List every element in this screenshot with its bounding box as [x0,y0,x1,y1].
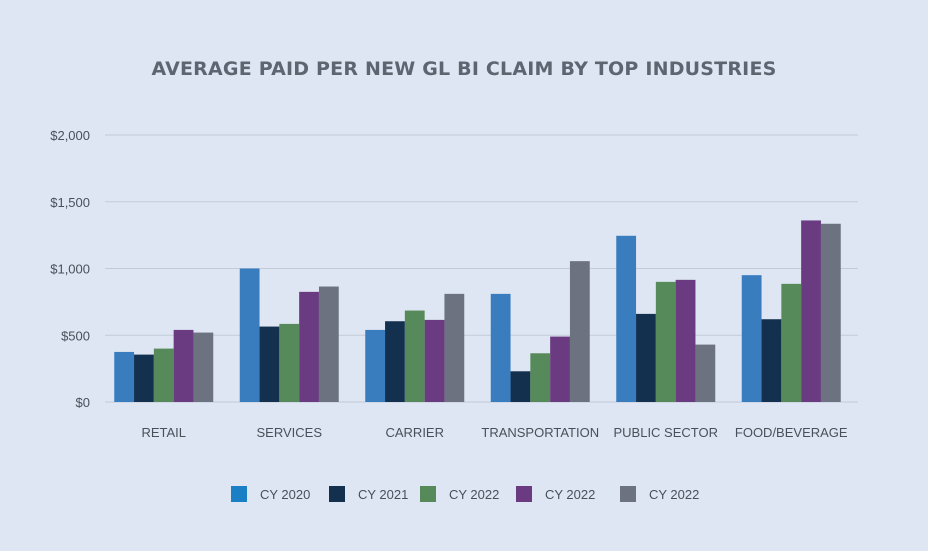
bar [569,261,590,402]
bar [655,281,676,402]
bar [153,348,174,402]
bars [114,220,841,402]
bar [114,351,135,402]
legend-swatch [329,486,345,502]
legend-swatch [231,486,247,502]
legend-label: CY 2020 [260,487,310,502]
legend-label: CY 2022 [449,487,499,502]
bar [636,313,656,402]
legend-label: CY 2021 [358,487,408,502]
bar [404,310,425,402]
legend-swatch [516,486,532,502]
x-tick-label: TRANSPORTATION [481,425,599,440]
bar [299,291,319,402]
bar [134,354,154,402]
legend-label: CY 2022 [545,487,595,502]
x-tick-label: SERVICES [256,425,322,440]
legend-label: CY 2022 [649,487,699,502]
bar [820,223,841,402]
bar [761,319,782,402]
y-tick-label: $500 [61,328,90,343]
bar [279,323,300,402]
y-tick-label: $1,500 [50,195,90,210]
x-tick-label: PUBLIC SECTOR [613,425,718,440]
bar [259,326,280,402]
bar [490,293,511,402]
x-tick-label: CARRIER [385,425,444,440]
bar [741,275,762,402]
bar [801,220,821,402]
bar [675,279,696,402]
bar [385,321,405,402]
x-axis-ticks: RETAIL SERVICES CARRIER TRANSPORTATION PUBLI… [141,425,847,440]
bar [193,332,214,402]
bar [510,371,531,402]
bar [365,329,386,402]
bar [444,293,465,402]
legend-swatch [420,486,436,502]
bar [616,235,637,402]
bar [550,336,570,402]
bar [239,268,260,402]
bar [173,329,194,402]
y-tick-label: $0 [76,395,90,410]
y-tick-label: $2,000 [50,128,90,143]
bar [781,283,802,402]
y-axis-ticks: $0 $500 $1,000 $1,500 $2,000 [50,128,90,410]
gridlines [105,134,858,403]
legend: CY 2020 CY 2021 CY 2022 CY 2022 CY 2022 [231,486,699,502]
bar [424,319,445,402]
chart-title: AVERAGE PAID PER NEW GL BI CLAIM BY TOP … [151,58,777,80]
bar [318,286,339,402]
bar [530,353,551,402]
x-tick-label: RETAIL [141,425,186,440]
legend-swatch [620,486,636,502]
bar [695,344,716,402]
x-tick-label: FOOD/BEVERAGE [735,425,848,440]
y-tick-label: $1,000 [50,262,90,277]
